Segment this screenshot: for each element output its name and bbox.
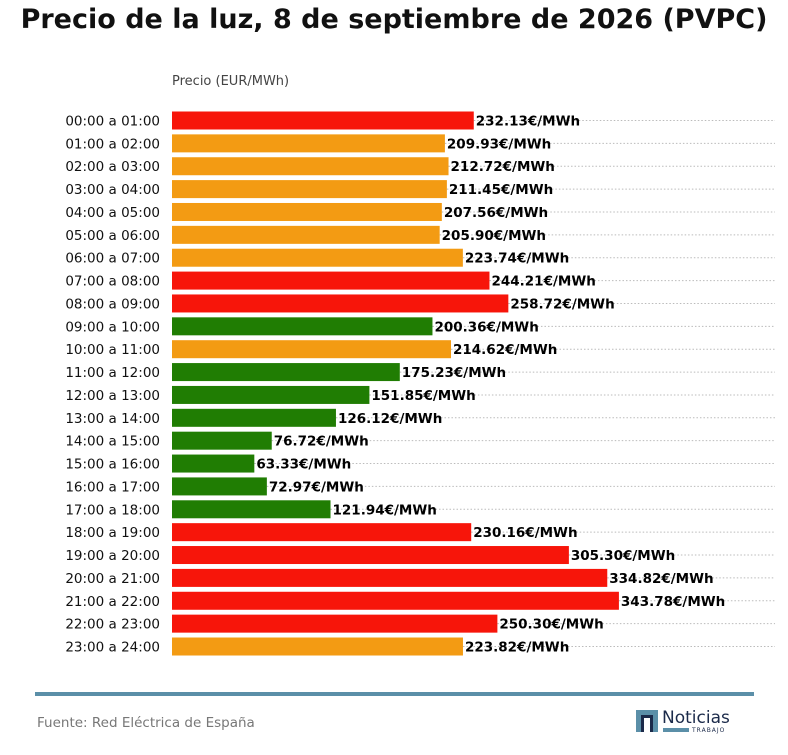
- price-bar: [172, 363, 400, 382]
- category-label: 15:00 a 16:00: [65, 457, 160, 473]
- price-bar: [172, 157, 449, 176]
- category-label: 06:00 a 07:00: [65, 251, 160, 267]
- price-bar: [172, 546, 569, 565]
- value-label: 223.74€/MWh: [465, 251, 569, 267]
- category-label: 09:00 a 10:00: [65, 319, 160, 335]
- price-bar: [172, 454, 255, 473]
- price-bar: [172, 385, 370, 404]
- value-label: 121.94€/MWh: [333, 502, 437, 518]
- category-label: 11:00 a 12:00: [65, 365, 160, 381]
- bar-chart: 00:00 a 01:00 232.13€/MWh 01:00 a 02:00 209…: [65, 111, 775, 656]
- price-bar: [172, 180, 447, 199]
- source-note: Fuente: Red Eléctrica de España: [37, 715, 255, 731]
- price-bar: [172, 317, 433, 336]
- price-bar: [172, 111, 474, 130]
- price-bar: [172, 591, 619, 610]
- price-bar: [172, 340, 452, 359]
- category-label: 18:00 a 19:00: [65, 525, 160, 541]
- value-label: 212.72€/MWh: [451, 159, 555, 175]
- x-axis-label: Precio (EUR/MWh): [172, 74, 290, 89]
- price-bar: [172, 614, 498, 633]
- value-label: 200.36€/MWh: [434, 319, 538, 335]
- category-label: 12:00 a 13:00: [65, 388, 160, 404]
- value-label: 207.56€/MWh: [444, 205, 548, 221]
- logo-subtitle: TRABAJO: [692, 727, 726, 734]
- price-bar: [172, 134, 445, 153]
- logo-accent-bar: [663, 728, 689, 732]
- category-label: 20:00 a 21:00: [65, 571, 160, 587]
- price-bar: [172, 248, 463, 267]
- noticias-trabajo-logo[interactable]: Noticias TRABAJO: [636, 708, 756, 734]
- value-label: 214.62€/MWh: [453, 342, 557, 358]
- value-label: 175.23€/MWh: [402, 365, 506, 381]
- category-label: 03:00 a 04:00: [65, 182, 160, 198]
- value-label: 250.30€/MWh: [499, 617, 603, 633]
- price-bar: [172, 568, 608, 587]
- category-label: 10:00 a 11:00: [65, 342, 160, 358]
- value-label: 126.12€/MWh: [338, 411, 442, 427]
- price-bar: [172, 408, 336, 427]
- price-bar: [172, 477, 267, 496]
- value-label: 258.72€/MWh: [510, 296, 614, 312]
- category-label: 01:00 a 02:00: [65, 136, 160, 152]
- price-bar: [172, 225, 440, 244]
- value-label: 209.93€/MWh: [447, 136, 551, 152]
- category-label: 05:00 a 06:00: [65, 228, 160, 244]
- category-label: 00:00 a 01:00: [65, 114, 160, 130]
- value-label: 151.85€/MWh: [371, 388, 475, 404]
- category-label: 08:00 a 09:00: [65, 296, 160, 312]
- price-bar: [172, 202, 442, 221]
- value-label: 244.21€/MWh: [491, 274, 595, 290]
- value-label: 211.45€/MWh: [449, 182, 553, 198]
- value-label: 76.72€/MWh: [274, 434, 369, 450]
- logo-name: Noticias: [662, 708, 730, 728]
- value-label: 205.90€/MWh: [442, 228, 546, 244]
- category-label: 21:00 a 22:00: [65, 594, 160, 610]
- category-label: 23:00 a 24:00: [65, 640, 160, 656]
- category-label: 16:00 a 17:00: [65, 479, 160, 495]
- value-label: 230.16€/MWh: [473, 525, 577, 541]
- category-label: 19:00 a 20:00: [65, 548, 160, 564]
- category-label: 13:00 a 14:00: [65, 411, 160, 427]
- price-bar: [172, 523, 472, 542]
- price-bar: [172, 431, 272, 450]
- category-label: 22:00 a 23:00: [65, 617, 160, 633]
- value-label: 63.33€/MWh: [256, 457, 351, 473]
- chart-title: Precio de la luz, 8 de septiembre de 202…: [20, 4, 768, 35]
- value-label: 334.82€/MWh: [609, 571, 713, 587]
- value-label: 305.30€/MWh: [571, 548, 675, 564]
- logo-icon: [636, 710, 658, 732]
- value-label: 223.82€/MWh: [465, 640, 569, 656]
- price-bar: [172, 637, 463, 656]
- price-bar: [172, 271, 490, 290]
- price-bar: [172, 294, 509, 313]
- category-label: 02:00 a 03:00: [65, 159, 160, 175]
- value-label: 72.97€/MWh: [269, 479, 364, 495]
- footer-divider: [35, 692, 754, 696]
- price-bar: [172, 500, 331, 519]
- value-label: 232.13€/MWh: [476, 114, 580, 130]
- category-label: 07:00 a 08:00: [65, 274, 160, 290]
- value-label: 343.78€/MWh: [621, 594, 725, 610]
- category-label: 14:00 a 15:00: [65, 434, 160, 450]
- category-label: 17:00 a 18:00: [65, 502, 160, 518]
- category-label: 04:00 a 05:00: [65, 205, 160, 221]
